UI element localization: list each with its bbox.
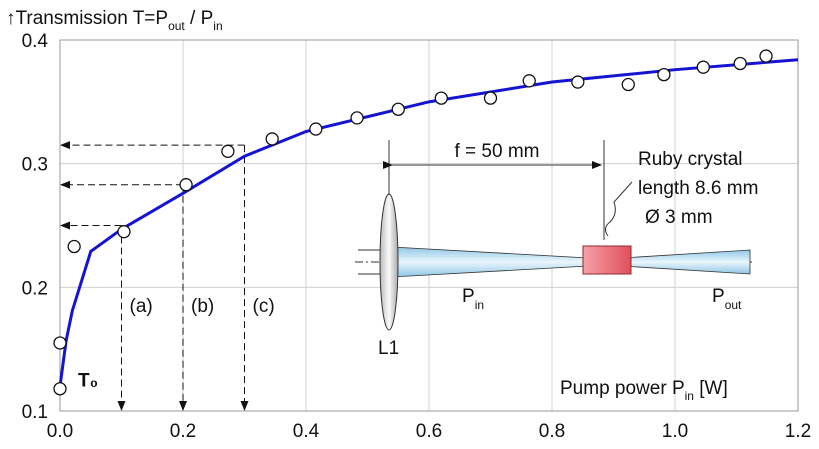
data-point xyxy=(522,74,536,88)
lens xyxy=(379,193,399,331)
p-in-label: Pin xyxy=(462,286,484,312)
data-point xyxy=(571,75,585,89)
crystal-label: length 8.6 mm xyxy=(638,178,758,199)
data-point xyxy=(696,60,710,74)
data-point xyxy=(265,132,279,146)
crystal-label: Ø 3 mm xyxy=(645,207,713,228)
data-point xyxy=(483,91,498,105)
plot-frame xyxy=(59,39,799,412)
guide-label: (a) xyxy=(130,296,153,317)
guide-label: (b) xyxy=(191,296,214,317)
x-tick-label: 0.6 xyxy=(416,421,442,442)
p-out-label: Pout xyxy=(712,286,742,312)
data-point xyxy=(350,111,364,125)
data-point xyxy=(309,122,323,136)
guide-label: (c) xyxy=(253,296,275,317)
data-point xyxy=(733,56,747,71)
data-point xyxy=(759,49,773,63)
data-point xyxy=(117,225,131,239)
x-tick-label: 0.0 xyxy=(47,421,73,442)
data-point xyxy=(221,144,235,158)
x-axis-title: Pump power Pin [W] xyxy=(560,378,728,403)
data-point xyxy=(657,67,671,82)
guides xyxy=(60,141,249,411)
y-tick-label: 0.4 xyxy=(22,31,49,52)
data-point xyxy=(179,178,193,192)
x-tick-label: 1.0 xyxy=(662,421,688,442)
x-tick-label: 0.2 xyxy=(170,421,196,442)
data-point xyxy=(621,77,635,92)
y-tick-label: 0.3 xyxy=(22,155,48,176)
data-point xyxy=(67,239,81,254)
x-tick-label: 0.8 xyxy=(539,421,565,442)
ruby-crystal xyxy=(582,245,632,275)
data-point xyxy=(53,382,67,396)
y-tick-label: 0.1 xyxy=(22,402,48,423)
t0-label: T₀ xyxy=(78,371,98,392)
inset: f = 50 mm Ruby crystal length 8.6 mm Ø 3… xyxy=(355,140,758,359)
x-tick-label: 0.4 xyxy=(293,421,320,442)
leader-line xyxy=(604,181,633,237)
data-point xyxy=(53,336,67,350)
lens-label: L1 xyxy=(378,338,399,359)
y-axis-title: ↑Transmission T=Pout / Pin xyxy=(6,8,223,33)
beam-in xyxy=(391,246,607,278)
focal-label: f = 50 mm xyxy=(455,141,540,162)
data-point xyxy=(391,102,405,116)
data-point xyxy=(434,91,448,105)
y-tick-label: 0.2 xyxy=(22,278,48,299)
x-tick-label: 1.2 xyxy=(785,421,811,442)
crystal-label: Ruby crystal xyxy=(638,149,743,170)
